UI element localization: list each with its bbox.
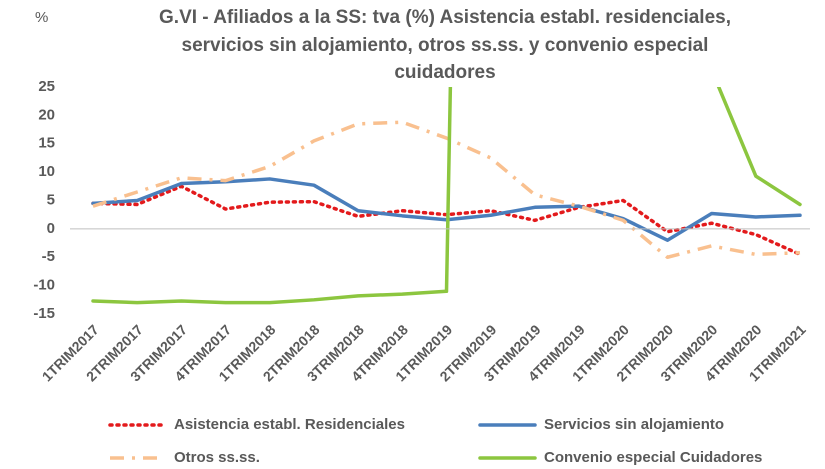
y-tick-label: 20 [38,106,55,123]
y-tick-label: 25 [38,78,55,95]
y-tick-label: -15 [33,305,55,322]
y-tick-label: 15 [38,135,55,152]
y-tick-label: -5 [42,248,55,265]
legend-label: Asistencia establ. Residenciales [174,416,405,433]
y-tick-label: -10 [33,277,55,294]
y-tick-label: 10 [38,163,55,180]
y-tick-label: 5 [47,191,55,208]
legend-label: Convenio especial Cuidadores [544,449,762,466]
series-line [92,120,801,259]
legend-label: Otros ss.ss. [174,449,260,466]
legend-label: Servicios sin alojamiento [544,416,724,433]
y-tick-label: 0 [47,220,55,237]
chart-title: G.VI - Afiliados a la SS: tva (%) Asiste… [159,7,731,28]
chart-title: servicios sin alojamiento, otros ss.ss. … [182,35,709,56]
series-line [91,87,802,305]
unit-label: % [35,9,48,26]
chart-title: cuidadores [394,62,495,83]
